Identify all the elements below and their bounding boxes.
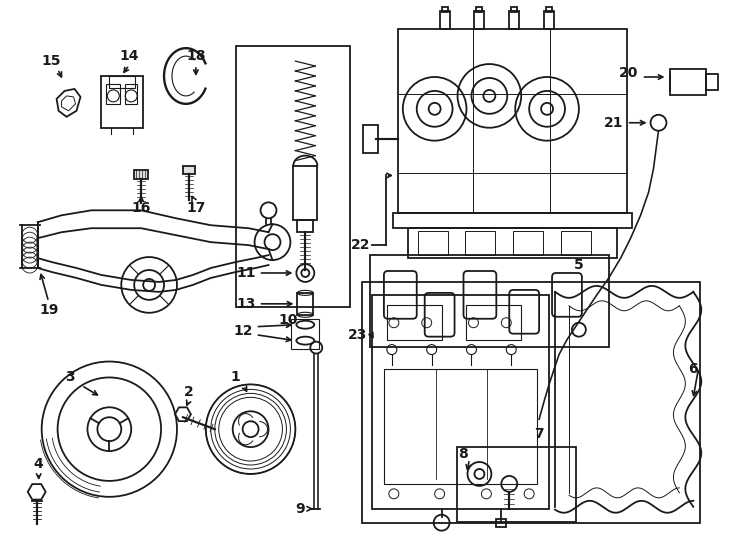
Bar [236,46,350,307]
Text: 9: 9 [296,502,305,516]
Text: 13: 13 [236,297,255,311]
Bar [387,305,442,340]
Bar [109,76,135,88]
Text: 5: 5 [574,258,584,272]
Bar [476,8,482,12]
Bar [384,369,537,484]
Bar [408,228,617,258]
Bar [418,231,448,255]
Text: 16: 16 [131,201,151,215]
Bar [706,74,718,90]
Text: 18: 18 [186,49,206,63]
Bar [442,8,448,12]
Bar [106,84,120,104]
Text: 4: 4 [34,457,43,471]
Text: 19: 19 [39,303,58,317]
Bar [496,519,506,526]
Text: 17: 17 [186,201,206,215]
Bar [513,231,543,255]
Text: 3: 3 [65,370,74,384]
Bar [183,166,195,174]
Text: 21: 21 [604,116,624,130]
Bar [372,295,549,509]
Bar [126,84,137,104]
Text: 15: 15 [42,54,62,68]
Bar [362,282,700,523]
Bar [465,231,495,255]
Text: 2: 2 [184,386,194,400]
Text: 6: 6 [688,362,698,376]
Text: 7: 7 [534,427,544,441]
Bar [294,166,317,220]
Bar [474,11,484,29]
Bar [297,293,313,315]
Bar [509,11,519,29]
Bar [670,69,706,95]
Bar [512,8,517,12]
Bar [457,447,576,522]
Text: 1: 1 [230,370,241,384]
Text: 8: 8 [458,447,468,461]
Bar [440,11,449,29]
Bar [544,11,554,29]
Text: 23: 23 [348,328,367,342]
Text: 20: 20 [619,66,639,80]
Bar [363,125,378,153]
Bar [370,255,608,347]
Text: 14: 14 [120,49,139,63]
Bar [467,305,521,340]
Bar [398,29,627,213]
Bar [546,8,552,12]
Bar [561,231,591,255]
Text: 22: 22 [350,238,370,252]
Bar [393,213,632,228]
Text: 11: 11 [236,266,255,280]
Bar [101,76,143,128]
Bar [134,170,148,179]
Text: 12: 12 [233,323,252,338]
Bar [297,220,313,232]
Bar [291,319,319,349]
Text: 10: 10 [279,313,298,327]
